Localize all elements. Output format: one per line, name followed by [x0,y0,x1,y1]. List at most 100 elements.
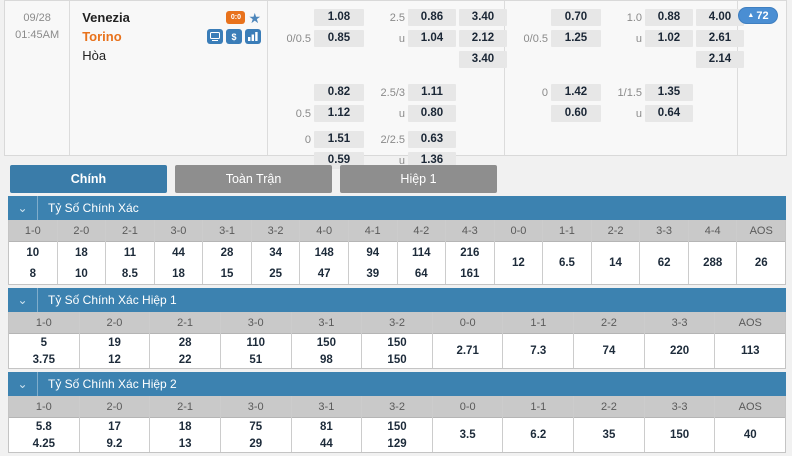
handicap-odds[interactable]: 0.82 [314,84,364,101]
stats-icon[interactable] [245,29,261,44]
1x2-odds[interactable]: 2.12 [459,30,507,47]
total-odds[interactable]: 0.63 [408,131,456,148]
1x2-odds[interactable] [459,105,507,122]
score-odds-value[interactable]: 62 [657,257,671,269]
score-odds-value[interactable]: 98 [319,353,333,366]
score-odds-value[interactable]: 81 [319,420,333,433]
total-odds[interactable]: 0.80 [408,105,456,122]
score-odds-value[interactable]: 44 [319,437,333,450]
score-odds-value[interactable]: 14 [609,257,622,269]
handicap-odds[interactable]: 1.12 [314,105,364,122]
handicap-odds[interactable]: 1.51 [314,131,364,148]
total-odds[interactable]: 0.86 [408,9,456,26]
1x2-odds[interactable]: 4.00 [696,9,744,26]
score-odds-value[interactable]: 64 [414,267,428,280]
score-odds-value[interactable]: 220 [669,345,690,357]
total-odds[interactable]: 1.02 [645,30,693,47]
chevron-down-icon[interactable]: ⌄ [8,288,38,312]
score-odds-value[interactable]: 22 [178,353,192,366]
score-odds-value[interactable]: 7.3 [530,345,547,357]
1x2-odds[interactable]: 3.40 [459,51,507,68]
score-odds-value[interactable]: 148 [314,246,334,259]
total-odds[interactable] [408,51,456,68]
score-odds-value[interactable]: 3.5 [459,429,476,441]
score-odds-value[interactable]: 28 [220,246,234,259]
score-odds-value[interactable]: 113 [740,345,760,357]
tab-first-half[interactable]: Hiệp 1 [340,165,497,193]
score-odds-value[interactable]: 161 [460,267,480,280]
score-odds-value[interactable]: 47 [317,267,331,280]
total-odds[interactable]: 1.36 [408,152,456,169]
score-odds-value[interactable]: 114 [412,246,431,259]
score-odds-value[interactable]: 150 [387,420,407,433]
score-odds-value[interactable]: 75 [249,420,263,433]
total-odds[interactable]: 1.04 [408,30,456,47]
total-odds[interactable]: 0.64 [645,105,693,122]
favorite-star-icon[interactable]: ★ [248,9,261,26]
score-odds-value[interactable]: 18 [178,420,192,433]
score-odds-value[interactable]: 34 [269,246,282,259]
more-odds-badge[interactable]: ▲ 72 [738,7,778,24]
1x2-odds[interactable]: 3.40 [459,9,507,26]
score-odds-value[interactable]: 51 [249,353,263,366]
score-odds-value[interactable]: 3.75 [32,353,56,366]
score-odds-value[interactable]: 40 [743,429,757,441]
score-odds-value[interactable]: 29 [249,437,263,450]
1x2-odds[interactable] [696,84,744,101]
score-odds-value[interactable]: 150 [387,353,407,366]
score-odds-value[interactable]: 10 [26,246,40,259]
score-odds-value[interactable]: 150 [387,336,407,349]
score-odds-value[interactable]: 2.71 [456,345,479,357]
score-odds-value[interactable]: 150 [316,336,336,349]
score-odds-value[interactable]: 216 [460,246,480,259]
score-odds-value[interactable]: 10 [74,267,88,280]
score-odds-value[interactable]: 18 [172,267,185,280]
score-odds-value[interactable]: 12 [108,353,121,366]
score-odds-value[interactable]: 28 [178,336,192,349]
handicap-odds[interactable]: 1.08 [314,9,364,26]
score-odds-value[interactable]: 74 [602,345,616,357]
score-odds-value[interactable]: 4.25 [32,437,56,450]
score-odds-value[interactable]: 5.8 [35,420,52,433]
total-odds[interactable]: 1.11 [408,84,456,101]
score-odds-value[interactable]: 8.5 [121,267,138,280]
tv-icon[interactable] [207,29,223,44]
chevron-down-icon[interactable]: ⌄ [8,372,38,396]
handicap-odds[interactable]: 1.25 [551,30,601,47]
score-odds-value[interactable]: 35 [602,429,616,441]
score-odds-value[interactable]: 94 [366,246,380,259]
score-odds-value[interactable]: 150 [669,429,690,441]
tab-full-match[interactable]: Toàn Trận [175,165,332,193]
handicap-odds[interactable]: 0.85 [314,30,364,47]
handicap-odds[interactable] [314,51,364,68]
handicap-odds[interactable]: 0.60 [551,105,601,122]
1x2-odds[interactable] [459,84,507,101]
score-odds-value[interactable]: 13 [178,437,192,450]
1x2-odds[interactable]: 2.61 [696,30,744,47]
score-odds-value[interactable]: 44 [172,246,185,259]
score-odds-value[interactable]: 5 [40,336,48,349]
total-odds[interactable]: 1.35 [645,84,693,101]
score-odds-value[interactable]: 9.2 [106,437,123,450]
1x2-odds[interactable] [459,131,507,148]
score-odds-value[interactable]: 39 [366,267,380,280]
section-header-correct-score-h1[interactable]: ⌄ Tỷ Số Chính Xác Hiệp 1 [8,288,786,312]
1x2-odds[interactable] [696,105,744,122]
total-odds[interactable]: 0.88 [645,9,693,26]
section-header-correct-score[interactable]: ⌄ Tỷ Số Chính Xác [8,196,786,220]
correct-score-icon[interactable]: 0:0 [226,11,246,24]
handicap-odds[interactable] [551,51,601,68]
score-odds-value[interactable]: 11 [123,246,136,259]
score-odds-value[interactable]: 129 [387,437,407,450]
score-odds-value[interactable]: 19 [108,336,121,349]
score-odds-value[interactable]: 17 [108,420,121,433]
score-odds-value[interactable]: 18 [74,246,88,259]
1x2-odds[interactable]: 2.14 [696,51,744,68]
score-odds-value[interactable]: 12 [512,257,525,269]
score-odds-value[interactable]: 6.5 [558,257,575,269]
handicap-odds[interactable]: 0.59 [314,152,364,169]
score-odds-value[interactable]: 8 [29,267,36,280]
section-header-correct-score-h2[interactable]: ⌄ Tỷ Số Chính Xác Hiệp 2 [8,372,786,396]
tab-main[interactable]: Chính [10,165,167,193]
chevron-down-icon[interactable]: ⌄ [8,196,38,220]
